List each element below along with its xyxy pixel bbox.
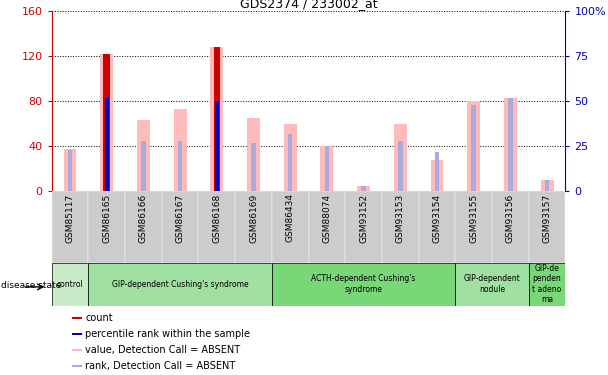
Bar [125, 191, 162, 262]
Bar [455, 262, 529, 306]
Bar [288, 134, 292, 191]
Bar [235, 191, 272, 262]
Text: rank, Detection Call = ABSENT: rank, Detection Call = ABSENT [85, 361, 235, 371]
Bar [455, 191, 492, 262]
Bar [320, 146, 333, 191]
Text: GSM93157: GSM93157 [542, 194, 551, 243]
Bar [88, 262, 272, 306]
Bar [213, 47, 220, 191]
Bar [178, 141, 182, 191]
Bar [64, 148, 77, 191]
Bar [103, 54, 110, 191]
Bar [174, 109, 187, 191]
Bar [471, 105, 476, 191]
Bar [284, 124, 297, 191]
Text: GSM86166: GSM86166 [139, 194, 148, 243]
Bar [215, 101, 219, 191]
Bar [105, 98, 109, 191]
Bar [72, 365, 82, 367]
Bar [419, 191, 455, 262]
Text: GSM93153: GSM93153 [396, 194, 405, 243]
Text: value, Detection Call = ABSENT: value, Detection Call = ABSENT [85, 345, 240, 355]
Bar [468, 101, 480, 191]
Bar [382, 191, 419, 262]
Text: GSM93156: GSM93156 [506, 194, 515, 243]
Bar [72, 333, 82, 335]
Bar [137, 120, 150, 191]
Bar [272, 191, 308, 262]
Text: GSM86165: GSM86165 [102, 194, 111, 243]
Bar [529, 191, 565, 262]
Bar [492, 191, 529, 262]
Bar [100, 54, 113, 191]
Text: GSM86168: GSM86168 [212, 194, 221, 243]
Text: control: control [57, 280, 83, 289]
Bar [272, 262, 455, 306]
Bar [215, 101, 219, 191]
Bar [504, 98, 517, 191]
Bar [105, 98, 109, 191]
Bar [529, 262, 565, 306]
Text: GIP-dependent Cushing's syndrome: GIP-dependent Cushing's syndrome [112, 280, 249, 289]
Text: GIP-de
penden
t adeno
ma: GIP-de penden t adeno ma [533, 264, 562, 304]
Bar [357, 186, 370, 191]
Text: disease state: disease state [1, 280, 61, 290]
Text: GIP-dependent
nodule: GIP-dependent nodule [464, 274, 520, 294]
Bar [394, 124, 407, 191]
Bar [68, 150, 72, 191]
Text: GSM93154: GSM93154 [432, 194, 441, 243]
Bar [141, 141, 146, 191]
Text: GSM86167: GSM86167 [176, 194, 185, 243]
Bar [435, 152, 439, 191]
Bar [541, 180, 553, 191]
Text: GSM93152: GSM93152 [359, 194, 368, 243]
Bar [52, 191, 88, 262]
Bar [545, 180, 549, 191]
Title: GDS2374 / 233002_at: GDS2374 / 233002_at [240, 0, 378, 10]
Bar [508, 98, 513, 191]
Bar [308, 191, 345, 262]
Bar [210, 47, 223, 191]
Bar [361, 186, 366, 191]
Text: percentile rank within the sample: percentile rank within the sample [85, 329, 250, 339]
Bar [52, 262, 88, 306]
Bar [251, 142, 256, 191]
Bar [72, 317, 82, 319]
Bar [398, 141, 402, 191]
Text: GSM93155: GSM93155 [469, 194, 478, 243]
Bar [88, 191, 125, 262]
Text: ACTH-dependent Cushing's
syndrome: ACTH-dependent Cushing's syndrome [311, 274, 416, 294]
Bar [430, 160, 443, 191]
Bar [198, 191, 235, 262]
Text: GSM85117: GSM85117 [66, 194, 75, 243]
Bar [72, 349, 82, 351]
Bar [162, 191, 198, 262]
Text: GSM88074: GSM88074 [322, 194, 331, 243]
Text: count: count [85, 313, 113, 323]
Text: GSM86169: GSM86169 [249, 194, 258, 243]
Bar [247, 118, 260, 191]
Text: GSM86434: GSM86434 [286, 194, 295, 242]
Bar [345, 191, 382, 262]
Bar [325, 146, 329, 191]
